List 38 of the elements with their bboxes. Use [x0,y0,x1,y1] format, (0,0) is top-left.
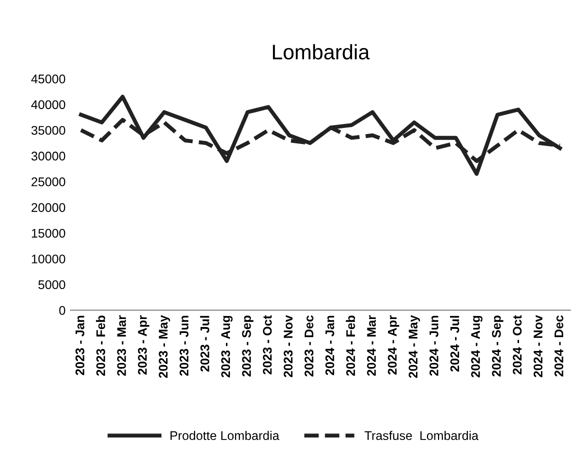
x-tick-label: 2023 - Nov [284,315,293,378]
x-tick-label: 2023 - Dec [304,315,314,376]
y-tick-label: 30000 [31,152,66,161]
legend-label: Prodotte Lombardia [170,430,280,440]
y-tick-label: 0 [59,306,66,315]
x-tick-label: 2023 - Mar [117,315,126,376]
y-tick-label: 15000 [32,228,66,238]
y-tick-label: 10000 [32,254,66,264]
y-tick-label: 35000 [31,126,66,135]
chart-title: Lombardia [272,44,370,60]
x-tick-label: 2024 - May [408,315,420,378]
x-tick-label: 2023 - May [158,315,170,378]
y-tick-label: 25000 [32,177,66,186]
y-tick-label: 40000 [31,100,66,110]
x-tick-label: 2023 - Aug [221,316,233,378]
x-tick-label: 2024 - Oct [512,315,522,374]
x-tick-label: 2024 - Jun [430,316,438,376]
y-tick-label: 5000 [38,280,66,290]
y-tick-label: 20000 [32,203,66,212]
x-tick-label: 2024 - Aug [471,316,482,378]
x-tick-label: 2023 - Sep [242,316,254,376]
x-tick-label: 2024 - Jan [325,316,334,376]
x-tick-label: 2024 - Nov [534,315,542,378]
x-tick-label: 2024 - Feb [346,316,356,376]
x-tick-label: 2023 - Jun [180,316,188,376]
x-tick-label: 2024 - Sep [492,316,504,376]
x-tick-label: 2023 - Feb [96,316,106,376]
x-tick-label: 2024 - Jul [450,316,460,372]
line-series [79,94,562,176]
x-tick-label: 2024 - Apr [388,315,400,375]
x-tick-label: 2023 - Jan [75,316,84,376]
x-tick-label: 2023 - Oct [262,315,272,374]
y-tick-label: 45000 [31,74,66,84]
x-tick-label: 2024 - Dec [554,315,564,376]
x-tick-label: 2023 - Jul [200,316,210,372]
legend-label: Trasfuse Lombardia [364,430,478,440]
x-tick-label: 2024 - Mar [367,315,376,376]
x-tick-label: 2023 - Apr [138,315,150,375]
